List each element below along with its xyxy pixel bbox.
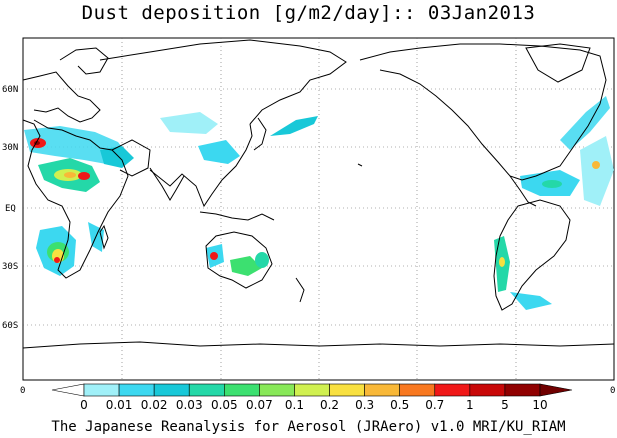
colorbar-box	[118, 383, 155, 397]
coastline-australia	[205, 231, 273, 289]
dust-patch-caribbean	[580, 136, 614, 206]
lat-label-60s: 60S	[2, 321, 18, 331]
coastline-central-america	[509, 175, 537, 207]
dust-hotspot-east-africa	[78, 172, 90, 180]
colorbar: 0 0.01 0.02 0.03 0.05 0.07 0.1 0.2 0.3 0.5 0.7 1 5 10	[51, 383, 573, 412]
coastline-antarctica	[22, 341, 615, 349]
dust-patch-east-china	[198, 140, 240, 164]
dust-patch-tibet	[160, 112, 218, 134]
colorbar-tick-label: 10	[532, 398, 547, 412]
colorbar-box	[153, 383, 190, 397]
coastline-greenland	[525, 43, 591, 83]
colorbar-tick-label: 0.01	[106, 398, 133, 412]
colorbar-box	[294, 383, 330, 397]
dust-deposition-field	[24, 96, 614, 310]
colorbar-tick-label: 0	[80, 398, 88, 412]
colorbar-tick-label: 0.03	[176, 398, 203, 412]
colorbar-tick-label: 0.2	[320, 398, 339, 412]
map-title: Dust deposition [g/m2/day]:: 03Jan2013	[81, 2, 536, 24]
lat-label-30s: 30S	[2, 262, 18, 272]
coastline-japan	[253, 117, 267, 151]
dust-north-america-core	[542, 180, 562, 188]
lat-label-30n: 30N	[2, 143, 18, 153]
colorbar-tick-label: 0.7	[425, 398, 444, 412]
x-axis-right-label: 0	[610, 386, 615, 396]
coastline-scandinavia	[59, 47, 109, 75]
footer-credit: The Japanese Reanalysis for Aerosol (JRA…	[51, 419, 566, 435]
coastlines	[22, 39, 615, 349]
colorbar-box	[188, 383, 225, 397]
coastline-madagascar	[99, 224, 109, 250]
coastline-arabia	[111, 139, 151, 177]
coastline-hawaii	[357, 163, 363, 167]
latitude-labels: 60N 30N EQ 30S 60S	[2, 85, 18, 331]
lat-label-eq: EQ	[5, 204, 16, 214]
dust-hotspot-andes	[499, 257, 505, 267]
coastline-india	[149, 167, 185, 201]
colorbar-tick-label: 0.05	[211, 398, 238, 412]
coastline-asia-south	[149, 123, 253, 208]
dust-patch-pacific-plume	[270, 116, 318, 136]
coastline-north-america	[359, 43, 607, 181]
lat-label-60n: 60N	[2, 85, 18, 95]
colorbar-tick-label: 0.1	[285, 398, 304, 412]
coastline-africa-west	[22, 119, 129, 279]
colorbar-box	[469, 383, 506, 397]
colorbar-max-triangle	[539, 383, 573, 397]
colorbar-tick-label: 1	[466, 398, 474, 412]
colorbar-tick-label: 0.5	[390, 398, 409, 412]
dust-sahel-orange	[64, 172, 76, 178]
colorbar-box	[364, 383, 400, 397]
coastline-asia-north	[99, 39, 347, 125]
colorbar-tick-label: 5	[501, 398, 509, 412]
dust-australia-east	[255, 252, 269, 268]
colorbar-box	[434, 383, 471, 397]
dust-patch-arabia	[100, 146, 134, 168]
map-frame	[22, 37, 615, 381]
colorbar-box	[504, 383, 541, 397]
colorbar-box	[83, 383, 120, 397]
colorbar-box	[259, 383, 295, 397]
x-axis-left-label: 0	[20, 386, 25, 396]
dust-patch-australia-central	[230, 256, 262, 276]
coastline-europe	[22, 71, 101, 123]
colorbar-box	[399, 383, 436, 397]
colorbar-min-triangle	[51, 383, 85, 397]
dust-hotspot-namib	[54, 257, 60, 263]
dust-hotspot-australia	[210, 252, 218, 260]
coastline-south-america	[493, 199, 571, 311]
colorbar-tick-label: 0.02	[141, 398, 168, 412]
colorbar-tick-label: 0.3	[355, 398, 374, 412]
colorbar-box	[224, 383, 260, 397]
coastline-new-zealand	[295, 277, 305, 303]
colorbar-box	[329, 383, 365, 397]
colorbar-tick-label: 0.07	[246, 398, 273, 412]
dust-hotspot-atlantic	[592, 161, 600, 169]
grid-lines	[23, 38, 614, 380]
coastline-indonesia	[199, 211, 275, 221]
dust-patch-patagonia	[510, 292, 552, 310]
